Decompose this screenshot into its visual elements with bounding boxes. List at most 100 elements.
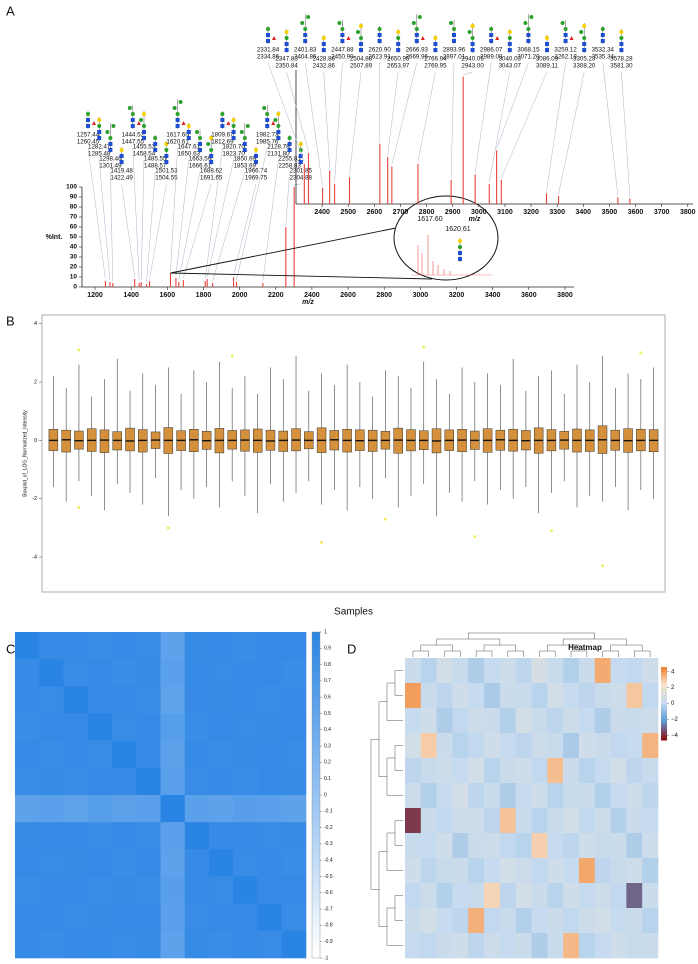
peak-label: 3086.09 — [536, 56, 559, 63]
matrix-cell — [136, 930, 161, 959]
panel-label: C — [6, 641, 15, 656]
glycan-glcnac — [231, 130, 236, 134]
matrix-cell — [15, 686, 40, 714]
heatmap-cell — [594, 658, 611, 684]
peak-label: 2989.08 — [480, 54, 503, 61]
glycan-glcnac — [582, 48, 587, 52]
y-tick-label: 2 — [34, 380, 37, 386]
y-tick-label: 70 — [70, 214, 78, 221]
matrix-cell — [233, 767, 258, 796]
glycan-glcnac — [287, 142, 292, 146]
glycan-man — [276, 124, 281, 128]
heatmap-cell — [563, 883, 580, 909]
glycan-man — [242, 136, 247, 140]
label-connector — [132, 147, 140, 282]
glycan-glcnac — [108, 142, 113, 146]
colorbar-step — [312, 746, 320, 755]
glycan-man — [579, 30, 584, 34]
heatmap-cell — [515, 658, 532, 684]
zoom-circle — [393, 195, 499, 281]
matrix-cell — [63, 849, 89, 877]
heatmap-cell — [578, 758, 596, 784]
x-tick-label: 2800 — [419, 209, 435, 216]
heatmap-cell — [499, 933, 516, 959]
peak-label: 2669.96 — [406, 54, 429, 61]
glycan-glcnac — [526, 33, 531, 37]
heatmap-cell — [563, 658, 580, 684]
label-connector — [178, 171, 201, 281]
heatmap-cell — [610, 783, 627, 809]
heatmap-cell — [578, 858, 596, 884]
heatmap-cell — [436, 758, 453, 784]
dendrogram — [539, 650, 556, 657]
glycan-glcnac — [198, 142, 202, 146]
peak-label: 3578.28 — [610, 56, 633, 63]
peak-label: 1419.48 — [110, 168, 133, 175]
matrix-cell — [184, 795, 210, 823]
glycan-gal — [276, 112, 281, 116]
peak-label: 1422.49 — [110, 175, 133, 182]
peak-label: 2666.93 — [406, 47, 429, 54]
label-connector — [206, 159, 234, 278]
glycan-man — [377, 27, 382, 31]
heatmap-cell — [531, 883, 548, 909]
matrix-cell — [257, 822, 283, 850]
matrix-cell — [160, 632, 186, 660]
heatmap-cell — [405, 708, 422, 734]
dendrogram — [394, 895, 403, 921]
glycan-glcnac — [97, 136, 102, 140]
x-tick-label: 2000 — [232, 292, 248, 299]
heatmap-cell — [499, 683, 516, 709]
glycan-glcnac — [359, 42, 363, 46]
peak-label: 3071.20 — [517, 54, 540, 61]
glycan-gal — [164, 142, 169, 146]
heatmap-cell — [484, 933, 501, 959]
heatmap-cell — [563, 808, 580, 834]
heatmap-cell — [484, 733, 501, 759]
matrix-cell — [209, 659, 234, 687]
glycan-man — [582, 36, 587, 40]
glycan-gal — [321, 36, 326, 40]
colorbar-label: -0.4 — [324, 858, 333, 864]
matrix-cell — [15, 822, 40, 850]
x-tick-label: 3200 — [449, 292, 465, 299]
glycan-man — [470, 36, 475, 40]
matrix-cell — [39, 767, 64, 796]
peak-label: 2650.95 — [387, 56, 410, 63]
glycan-glcnac — [470, 48, 475, 52]
matrix-cell — [63, 659, 89, 687]
matrix-cell — [209, 632, 234, 660]
matrix-cell — [281, 876, 307, 904]
matrix-cell — [87, 659, 113, 687]
peak-label: 2401.83 — [294, 47, 317, 54]
heatmap-cell — [563, 833, 580, 859]
heatmap-cell — [578, 883, 596, 909]
colorbar-step — [312, 754, 320, 763]
glycan-man — [245, 124, 250, 128]
glycan-glcnac — [600, 33, 605, 37]
matrix-cell — [281, 632, 307, 660]
matrix-cell — [15, 903, 40, 932]
heatmap-cell — [626, 683, 643, 709]
peak-label: 2986.07 — [480, 47, 503, 54]
heatmap-cell — [436, 658, 453, 684]
peak-label: 2507.89 — [350, 63, 373, 70]
peak-label: 2304.88 — [290, 175, 313, 182]
colorbar-step — [312, 884, 320, 894]
heatmap-cell — [499, 908, 516, 934]
glycan-man — [523, 21, 528, 25]
colorbar-step — [661, 732, 667, 736]
label-connector — [140, 159, 145, 281]
glycan-glcnac — [153, 148, 158, 152]
heatmap-cell — [626, 883, 643, 909]
matrix-cell — [136, 903, 161, 932]
peak-label: 3068.15 — [517, 47, 540, 54]
glycan-glcnac — [526, 39, 531, 43]
label-connector — [286, 71, 309, 152]
heatmap-cell — [531, 783, 548, 809]
heatmap-cell — [578, 908, 596, 934]
glycan-glcnac — [186, 136, 191, 140]
box — [61, 429, 71, 453]
heatmap-cell — [405, 933, 422, 959]
colorbar-step — [312, 672, 320, 682]
